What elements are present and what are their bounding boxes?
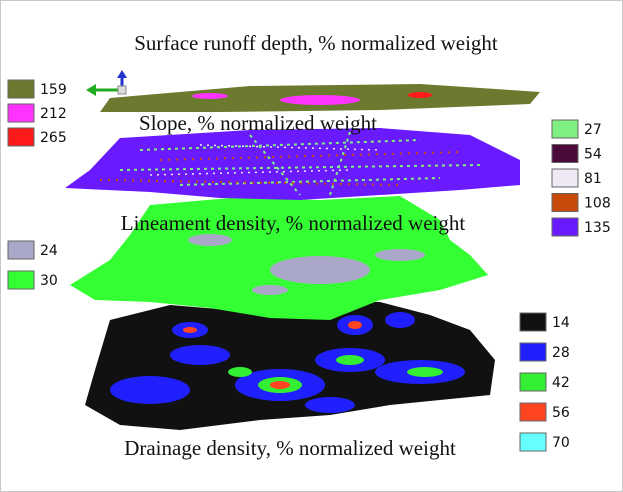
legend-swatch [520, 343, 546, 361]
legend-label: 135 [584, 220, 611, 236]
legend-swatch [8, 241, 34, 259]
legend-swatch [8, 104, 34, 122]
legend-label: 212 [40, 106, 67, 122]
legend-swatch [8, 128, 34, 146]
layer-title: Lineament density, % normalized weight [121, 211, 466, 235]
legend-swatch [520, 433, 546, 451]
legend-label: 28 [552, 345, 570, 361]
legend-swatch [520, 313, 546, 331]
legend-label: 70 [552, 435, 570, 451]
legend-label: 265 [40, 130, 67, 146]
legend-label: 81 [584, 171, 602, 187]
legend-label: 27 [584, 122, 602, 138]
figure: Surface runoff depth, % normalized weigh… [0, 0, 623, 492]
legend-label: 42 [552, 375, 570, 391]
layer-title: Surface runoff depth, % normalized weigh… [134, 31, 498, 55]
legend-label: 56 [552, 405, 570, 421]
legend-swatch [520, 403, 546, 421]
layer-title: Drainage density, % normalized weight [124, 436, 456, 460]
legend-label: 54 [584, 147, 602, 163]
legend-swatch [520, 373, 546, 391]
legend-swatch [552, 218, 578, 236]
legend-swatch [552, 120, 578, 138]
legend-label: 30 [40, 273, 58, 289]
legend-swatch [552, 169, 578, 187]
legend-swatch [552, 145, 578, 163]
layer-title: Slope, % normalized weight [139, 111, 377, 135]
legend-label: 108 [584, 196, 611, 212]
legend-swatch [8, 80, 34, 98]
legend-label: 159 [40, 82, 67, 98]
legend-label: 24 [40, 243, 58, 259]
legend-swatch [552, 194, 578, 212]
legend-label: 14 [552, 315, 570, 331]
legend-swatch [8, 271, 34, 289]
slope-layer [65, 128, 520, 200]
